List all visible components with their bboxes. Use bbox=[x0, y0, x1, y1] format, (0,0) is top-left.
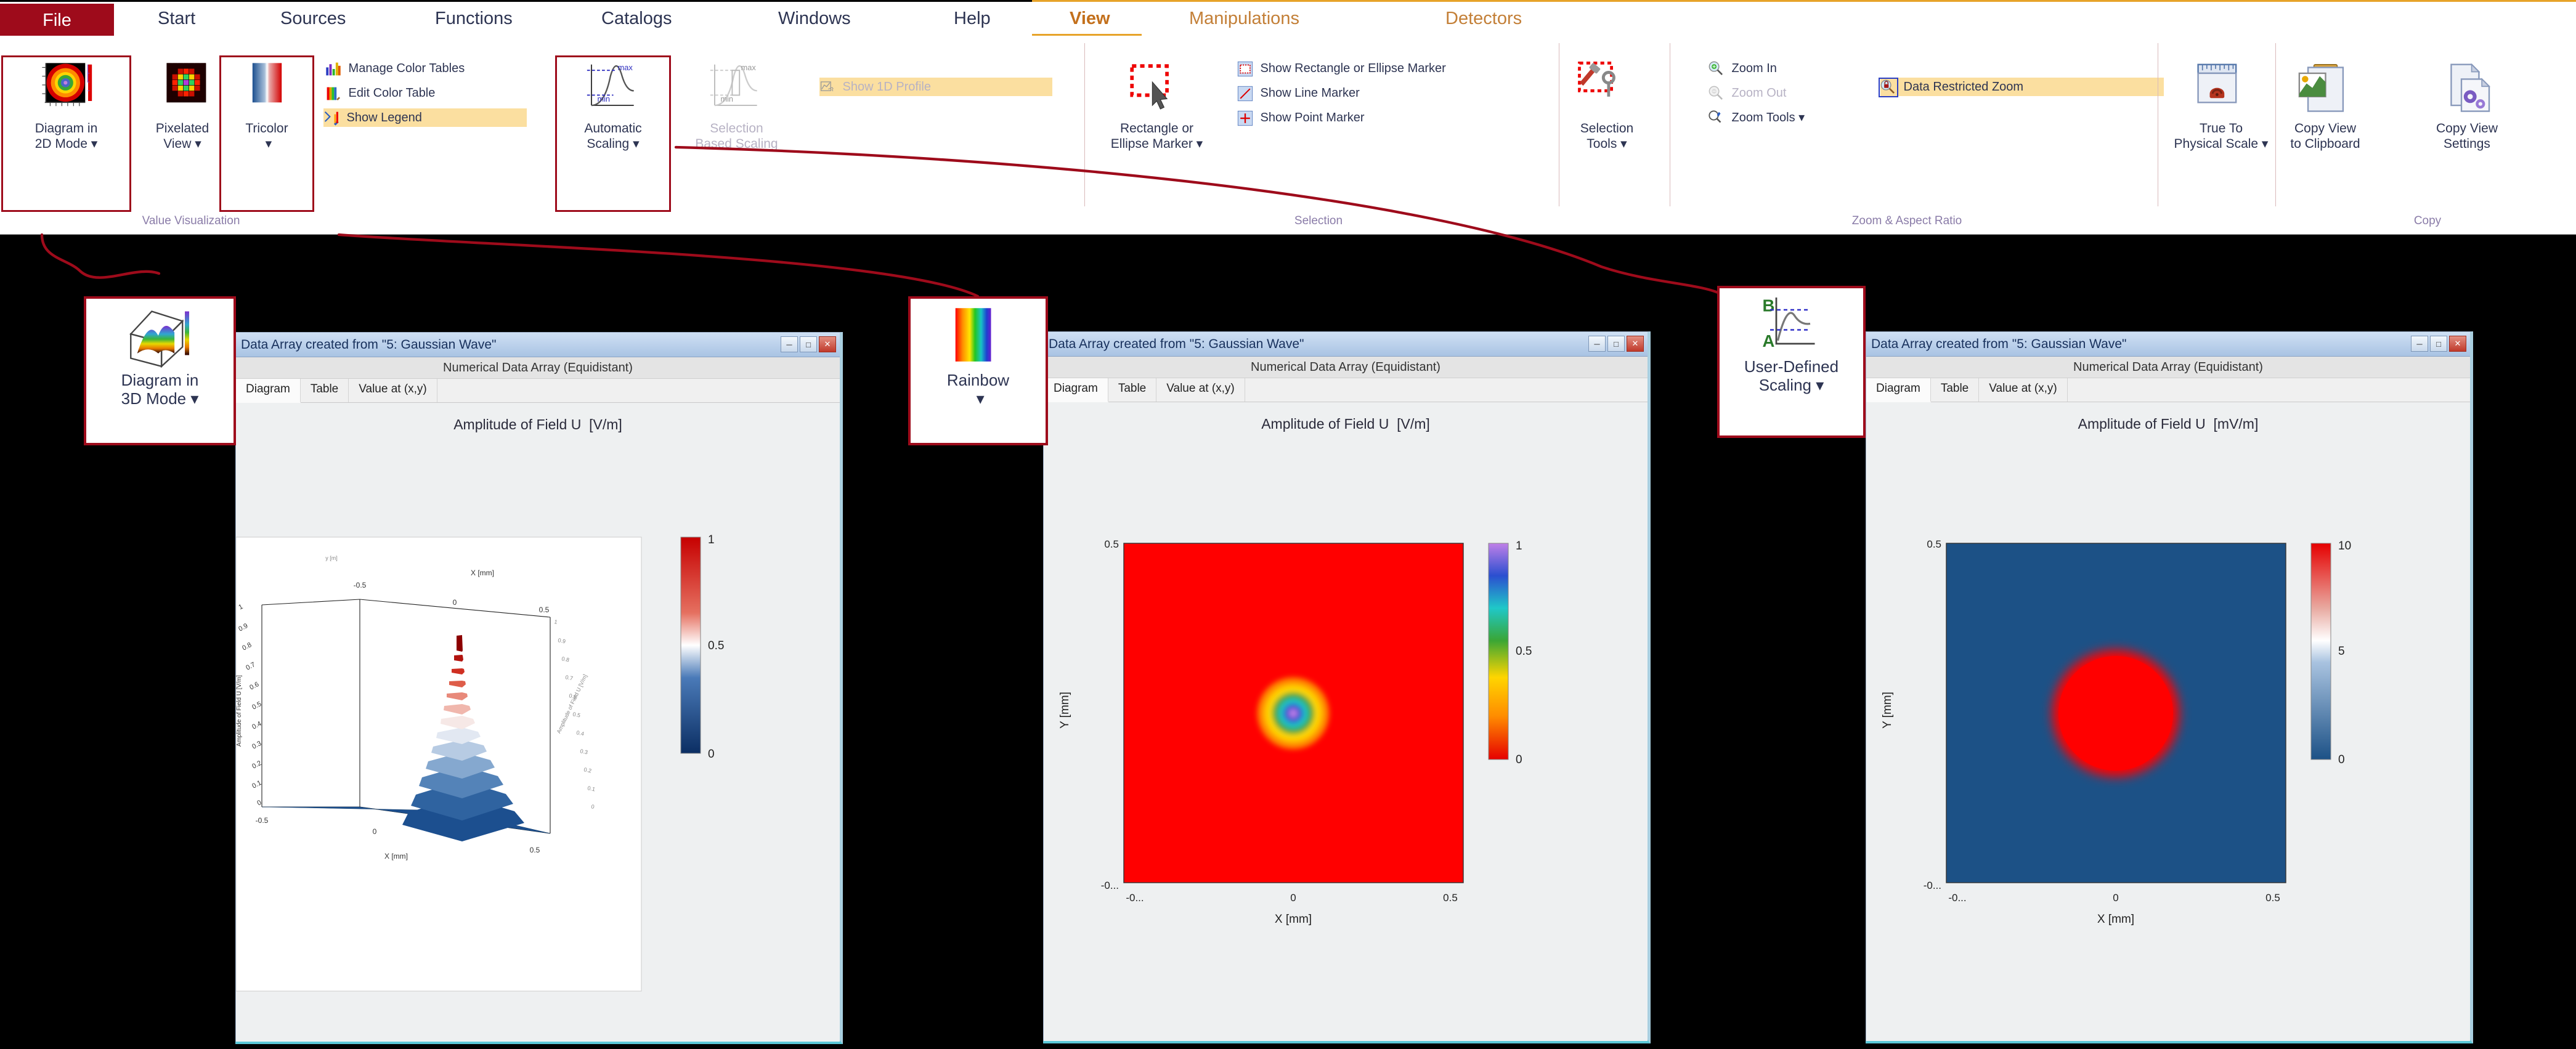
svg-text:0: 0 bbox=[1290, 892, 1296, 904]
svg-text:max: max bbox=[617, 63, 633, 72]
svg-text:y [m]: y [m] bbox=[325, 555, 338, 561]
svg-text:X [mm]: X [mm] bbox=[471, 569, 494, 577]
svg-text:X [mm]: X [mm] bbox=[384, 852, 408, 861]
svg-text:-0...: -0... bbox=[1924, 880, 1941, 891]
svg-text:0: 0 bbox=[1516, 753, 1522, 766]
svg-text:0.5: 0.5 bbox=[708, 639, 724, 652]
svg-text:0.5: 0.5 bbox=[539, 606, 550, 614]
svg-text:0.5: 0.5 bbox=[1927, 538, 1941, 550]
svg-text:0: 0 bbox=[708, 748, 715, 761]
svg-text:0.5: 0.5 bbox=[2265, 892, 2280, 904]
svg-text:A: A bbox=[1762, 331, 1774, 350]
svg-text:0: 0 bbox=[2338, 753, 2345, 766]
svg-text:X [mm]: X [mm] bbox=[1275, 913, 1312, 926]
svg-text:X [mm]: X [mm] bbox=[2097, 913, 2134, 926]
svg-text:-0...: -0... bbox=[1101, 880, 1119, 891]
svg-text:min: min bbox=[597, 94, 610, 103]
svg-text:1: 1 bbox=[1516, 540, 1522, 553]
svg-text:B: B bbox=[1762, 296, 1774, 315]
svg-text:min: min bbox=[720, 94, 733, 103]
svg-text:0.5: 0.5 bbox=[1104, 538, 1119, 550]
svg-text:1: 1 bbox=[708, 533, 715, 546]
svg-text:-0...: -0... bbox=[1126, 892, 1144, 904]
svg-text:-0.5: -0.5 bbox=[354, 581, 367, 589]
svg-text:Amplitude of Field U [V/m]: Amplitude of Field U [V/m] bbox=[236, 675, 243, 747]
svg-text:0.5: 0.5 bbox=[1516, 645, 1532, 658]
svg-text:0: 0 bbox=[453, 598, 457, 607]
svg-text:Y [mm]: Y [mm] bbox=[1881, 692, 1894, 729]
svg-text:5: 5 bbox=[2338, 645, 2345, 658]
svg-text:0: 0 bbox=[373, 827, 377, 836]
svg-text:0.5: 0.5 bbox=[530, 846, 540, 854]
svg-text:0: 0 bbox=[2113, 892, 2118, 904]
svg-text:-0...: -0... bbox=[1948, 892, 1966, 904]
svg-text:Y [mm]: Y [mm] bbox=[1058, 692, 1071, 729]
svg-text:10: 10 bbox=[2338, 540, 2351, 553]
svg-text:max: max bbox=[741, 63, 757, 72]
svg-text:-0.5: -0.5 bbox=[256, 816, 269, 825]
svg-text:0.5: 0.5 bbox=[1443, 892, 1458, 904]
